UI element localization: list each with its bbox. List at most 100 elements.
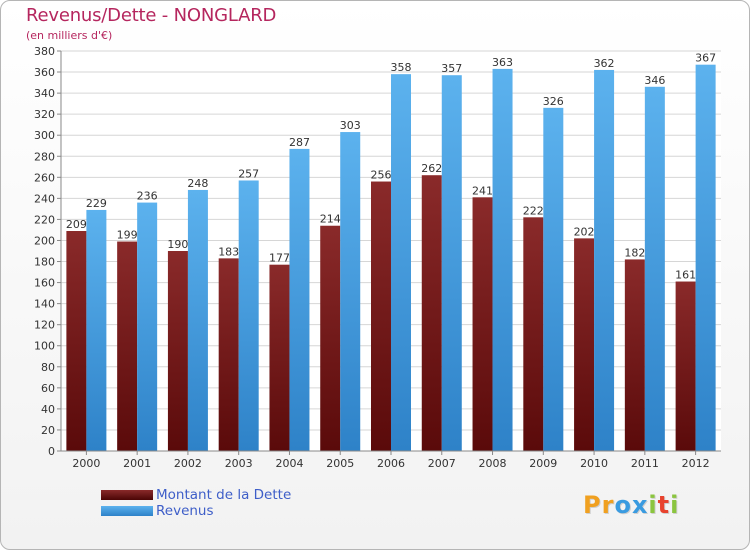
data-label-revenus: 362 [594, 57, 615, 70]
bar-dette [117, 241, 138, 451]
data-label-dette: 214 [320, 213, 341, 226]
logo-letter: i [648, 491, 658, 519]
x-tick-label: 2007 [428, 457, 456, 470]
legend-swatch-dette [101, 490, 153, 500]
x-tick-label: 2011 [631, 457, 659, 470]
y-tick-label: 220 [34, 213, 55, 226]
data-label-dette: 209 [66, 218, 87, 231]
y-tick-label: 80 [41, 361, 55, 374]
logo-letter: o [614, 491, 632, 519]
data-label-dette: 256 [371, 169, 392, 182]
x-tick-label: 2000 [72, 457, 100, 470]
legend-swatch-revenus [101, 506, 153, 516]
legend-label-dette: Montant de la Dette [156, 487, 292, 503]
x-tick-label: 2003 [225, 457, 253, 470]
bar-revenus [543, 107, 564, 451]
bar-dette [371, 181, 391, 452]
data-label-revenus: 367 [695, 52, 716, 65]
y-tick-label: 0 [48, 445, 55, 458]
bar-revenus [340, 132, 361, 452]
x-tick-label: 2004 [275, 457, 303, 470]
bar-revenus [289, 148, 310, 452]
x-tick-label: 2002 [174, 457, 202, 470]
y-tick-label: 340 [34, 87, 55, 100]
bar-dette [624, 259, 645, 451]
x-tick-label: 2010 [580, 457, 608, 470]
bar-dette [269, 264, 290, 451]
logo-letter: r [601, 491, 615, 519]
bar-revenus [492, 68, 513, 451]
bar-revenus [86, 209, 107, 451]
logo-letter: P [583, 491, 602, 519]
data-label-dette: 202 [574, 225, 595, 238]
data-label-dette: 241 [472, 184, 493, 197]
bar-dette [320, 225, 341, 451]
data-label-dette: 161 [675, 269, 696, 282]
bar-dette [574, 238, 595, 451]
logo-letter: x [631, 491, 649, 519]
bar-dette [472, 197, 493, 451]
y-tick-label: 240 [34, 192, 55, 205]
data-label-revenus: 363 [492, 56, 513, 69]
data-label-dette: 222 [523, 204, 544, 217]
y-tick-label: 120 [34, 319, 55, 332]
data-label-revenus: 303 [340, 119, 361, 132]
proxiti-logo: Proxiti [583, 491, 679, 519]
data-label-revenus: 287 [289, 136, 310, 149]
y-tick-label: 320 [34, 108, 55, 121]
bar-revenus [644, 86, 665, 451]
data-label-dette: 262 [421, 162, 442, 175]
y-tick-label: 300 [34, 129, 55, 142]
data-label-revenus: 357 [441, 62, 462, 75]
chart-legend: Montant de la Dette Revenus [101, 487, 291, 519]
bar-dette [523, 217, 544, 451]
data-label-revenus: 236 [137, 190, 158, 203]
data-label-revenus: 346 [644, 74, 665, 87]
x-tick-label: 2005 [326, 457, 354, 470]
y-tick-label: 40 [41, 403, 55, 416]
legend-item-dette: Montant de la Dette [101, 487, 291, 503]
bar-revenus [391, 74, 411, 451]
data-label-dette: 199 [117, 229, 138, 242]
bar-dette [421, 175, 442, 452]
bar-revenus [695, 64, 716, 452]
x-tick-label: 2008 [479, 457, 507, 470]
y-tick-label: 280 [34, 150, 55, 163]
bar-dette [66, 231, 87, 451]
y-tick-label: 380 [34, 45, 55, 58]
bar-revenus [594, 69, 615, 452]
data-label-revenus: 326 [543, 95, 564, 108]
y-tick-label: 180 [34, 256, 55, 269]
bar-revenus [187, 189, 208, 451]
bar-dette [167, 251, 188, 451]
y-tick-label: 100 [34, 340, 55, 353]
y-tick-label: 200 [34, 234, 55, 247]
y-tick-label: 260 [34, 171, 55, 184]
data-label-dette: 177 [269, 252, 290, 265]
legend-label-revenus: Revenus [156, 503, 214, 519]
logo-letter: t [657, 491, 671, 519]
data-label-revenus: 257 [238, 167, 259, 180]
x-tick-label: 2009 [529, 457, 557, 470]
bar-revenus [441, 75, 462, 452]
y-tick-label: 360 [34, 66, 55, 79]
data-label-revenus: 358 [391, 61, 412, 74]
y-tick-label: 60 [41, 382, 55, 395]
bar-dette [675, 281, 696, 451]
x-tick-label: 2006 [377, 457, 405, 470]
data-label-dette: 190 [167, 238, 188, 251]
bar-revenus [238, 180, 259, 451]
chart-subtitle: (en milliers d'€) [26, 29, 113, 42]
data-label-revenus: 248 [187, 177, 208, 190]
bar-revenus [137, 202, 158, 451]
data-label-dette: 183 [218, 245, 239, 258]
y-tick-label: 20 [41, 424, 55, 437]
x-tick-label: 2012 [682, 457, 710, 470]
y-tick-label: 140 [34, 298, 55, 311]
data-label-dette: 182 [624, 246, 645, 259]
legend-item-revenus: Revenus [101, 503, 291, 519]
data-label-revenus: 229 [86, 197, 107, 210]
x-tick-label: 2001 [123, 457, 151, 470]
